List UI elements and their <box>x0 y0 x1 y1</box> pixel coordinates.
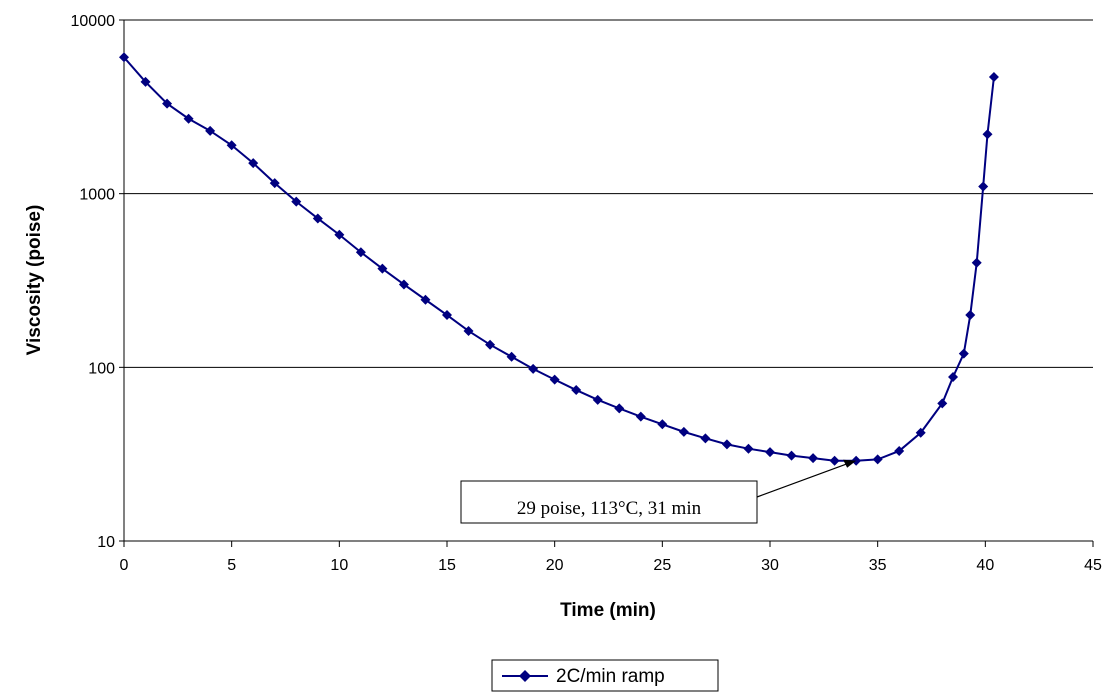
data-point <box>269 178 280 189</box>
data-point <box>948 371 959 382</box>
data-point <box>312 213 323 224</box>
data-point <box>765 447 775 458</box>
x-tick-label: 25 <box>653 557 671 574</box>
series-layer <box>119 52 999 466</box>
x-tick-label: 10 <box>330 557 348 574</box>
y-tick-label: 10 <box>97 534 115 551</box>
data-point <box>971 257 982 268</box>
data-point <box>829 455 840 466</box>
data-point <box>965 310 976 321</box>
data-point <box>549 374 560 385</box>
data-point <box>140 76 151 87</box>
data-point <box>700 433 711 444</box>
data-point <box>463 325 474 336</box>
annotation-text: 29 poise, 113°C, 31 min <box>517 498 702 519</box>
data-point <box>205 125 216 136</box>
data-point <box>355 247 366 258</box>
data-point <box>377 263 388 274</box>
data-point <box>872 454 883 465</box>
data-point <box>657 419 668 430</box>
data-point <box>915 427 926 438</box>
data-point <box>162 98 173 109</box>
x-tick-label: 5 <box>227 557 236 574</box>
data-point <box>743 443 754 454</box>
data-point <box>786 450 797 461</box>
annotation: 29 poise, 113°C, 31 min <box>460 459 857 524</box>
annotation-arrow-line <box>756 462 851 498</box>
data-point <box>958 348 969 359</box>
data-point <box>982 129 993 140</box>
axes: 10 100 1000 10000 0 5 10 15 20 25 30 35 40 45 <box>71 13 1103 574</box>
data-point <box>226 140 237 151</box>
x-tick-label: 20 <box>546 557 564 574</box>
data-point <box>442 310 452 321</box>
legend-box <box>491 659 719 692</box>
y-axis-title: Viscosity (poise) <box>24 205 45 356</box>
series-line <box>123 56 995 462</box>
x-tick-label: 0 <box>120 557 129 574</box>
data-point <box>937 398 948 409</box>
x-axis-title: Time (min) <box>560 600 656 621</box>
data-point <box>485 339 496 350</box>
y-tick-label: 1000 <box>79 187 115 204</box>
data-point <box>291 196 302 207</box>
data-point <box>420 294 431 305</box>
data-point <box>248 158 259 169</box>
data-point <box>571 385 582 396</box>
x-tick-label: 45 <box>1084 557 1102 574</box>
x-tick-label: 15 <box>438 557 456 574</box>
x-tick-label: 40 <box>976 557 994 574</box>
data-point <box>592 394 603 405</box>
annotation-arrowhead <box>843 459 857 468</box>
data-point <box>894 445 905 456</box>
legend-marker <box>519 670 531 682</box>
data-point <box>614 403 625 414</box>
data-point <box>635 411 646 422</box>
data-point <box>988 71 999 82</box>
data-point <box>678 426 689 437</box>
y-tick-label: 10000 <box>71 13 116 30</box>
annotation-box <box>460 480 758 524</box>
data-point <box>528 363 539 374</box>
x-tick-label: 35 <box>869 557 887 574</box>
legend: 2C/min ramp <box>491 659 719 692</box>
data-point <box>119 52 129 63</box>
data-point <box>506 351 517 362</box>
legend-label: 2C/min ramp <box>556 666 665 687</box>
gridlines <box>124 19 1093 368</box>
y-tick-label: 100 <box>88 360 115 377</box>
data-point <box>808 453 819 464</box>
x-tick-label: 30 <box>761 557 779 574</box>
data-point <box>978 181 989 192</box>
data-point <box>183 113 194 124</box>
data-point <box>721 439 732 450</box>
data-point <box>334 229 345 240</box>
data-point <box>398 279 409 290</box>
